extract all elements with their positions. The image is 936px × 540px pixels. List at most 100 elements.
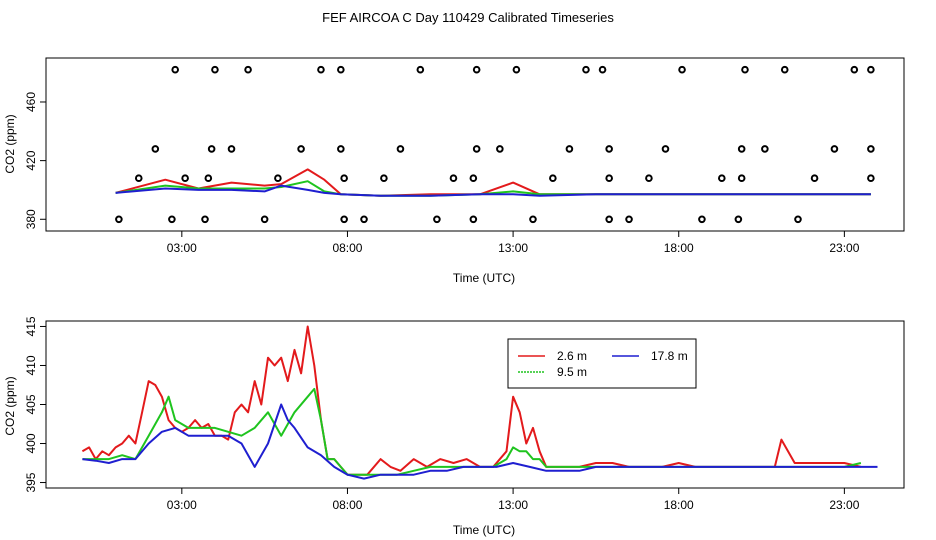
- bottom-x-tick-label: 13:00: [498, 498, 528, 512]
- panel-top-frame: [45, 57, 905, 232]
- flag-point: [794, 215, 802, 224]
- flag-point: [171, 65, 179, 74]
- flag-point: [168, 215, 176, 224]
- flag-point: [207, 145, 216, 153]
- flag-point: [678, 65, 686, 74]
- flag-point: [598, 65, 607, 74]
- legend-label-2-6m: 2.6 m: [557, 349, 587, 363]
- flag-point: [433, 215, 441, 224]
- flag-point: [737, 145, 746, 153]
- flag-point: [761, 145, 769, 153]
- flag-point: [867, 145, 875, 153]
- flag-point: [512, 65, 521, 74]
- flag-point: [605, 174, 613, 183]
- flag-point: [741, 65, 749, 74]
- flag-point: [416, 65, 425, 74]
- bottom-y-tick-label: 395: [24, 472, 38, 492]
- flag-point: [582, 65, 590, 74]
- flag-point: [469, 215, 478, 224]
- flag-point: [737, 174, 746, 183]
- flag-point: [201, 215, 209, 224]
- flag-point: [529, 215, 537, 224]
- flag-point: [469, 174, 478, 183]
- top-y-tick-label: 420: [24, 150, 38, 170]
- top-y-tick-label: 380: [24, 209, 38, 229]
- flag-point: [496, 145, 504, 153]
- flag-point: [565, 145, 574, 153]
- flag-point: [340, 215, 348, 224]
- flag-point: [337, 65, 345, 74]
- flag-point: [396, 145, 405, 153]
- figure-title: FEF AIRCOA C Day 110429 Calibrated Times…: [322, 10, 614, 25]
- flag-point: [204, 174, 213, 183]
- flag-point: [317, 65, 325, 74]
- bottom-y-axis-label: CO2 (ppm): [3, 376, 17, 435]
- panel-top: 03:00 08:00 13:00 18:00 23:00 380 420 460 Time…: [3, 57, 905, 285]
- legend: 2.6 m 17.8 m 9.5 m: [507, 338, 697, 389]
- flag-point: [830, 145, 839, 153]
- flag-point: [472, 145, 481, 153]
- top-x-tick-label: 08:00: [332, 241, 362, 255]
- flag-point: [472, 65, 481, 74]
- panel-bottom: 03:00 08:00 13:00 18:00 23:00 395 400 405 410 41…: [3, 316, 905, 537]
- bottom-x-tick-label: 08:00: [332, 498, 362, 512]
- bottom-y-tick-label: 415: [24, 316, 38, 336]
- bottom-series-2-6-mline: [81, 325, 862, 476]
- flag-point: [115, 215, 123, 224]
- flag-point: [645, 174, 653, 183]
- flag-point: [337, 145, 345, 153]
- bottom-y-tick-label: 410: [24, 355, 38, 375]
- bottom-x-tick-label: 03:00: [167, 498, 197, 512]
- legend-label-17-8m: 17.8 m: [651, 349, 688, 363]
- flag-point: [211, 65, 219, 74]
- flag-point: [549, 174, 557, 183]
- flag-point: [698, 215, 706, 224]
- bottom-x-tick-label: 18:00: [664, 498, 694, 512]
- flag-point: [244, 65, 252, 74]
- top-x-tick-label: 13:00: [498, 241, 528, 255]
- bottom-series-lines: [81, 325, 878, 480]
- flag-point: [360, 215, 368, 224]
- bottom-series-17-8-mline: [82, 403, 878, 480]
- top-x-axis: 03:00 08:00 13:00 18:00 23:00: [167, 231, 860, 255]
- top-series-17-8-mline: [115, 184, 871, 197]
- flag-point: [867, 174, 875, 183]
- bottom-x-axis: 03:00 08:00 13:00 18:00 23:00: [167, 488, 860, 512]
- bottom-y-tick-label: 400: [24, 433, 38, 453]
- top-y-axis: 380 420 460: [24, 92, 46, 229]
- top-x-axis-label: Time (UTC): [453, 271, 515, 285]
- flag-point: [449, 174, 458, 183]
- top-y-tick-label: 460: [24, 92, 38, 112]
- flag-point: [625, 215, 633, 224]
- bottom-x-tick-label: 23:00: [829, 498, 859, 512]
- top-series-lines: [115, 168, 871, 197]
- flag-point: [134, 174, 143, 183]
- flag-point: [734, 215, 743, 224]
- flag-point: [181, 174, 189, 183]
- top-x-tick-label: 23:00: [829, 241, 859, 255]
- flag-point: [260, 215, 269, 224]
- top-x-tick-label: 03:00: [167, 241, 197, 255]
- top-series-2-6-mline: [115, 168, 871, 197]
- flag-point: [605, 145, 613, 153]
- bottom-y-tick-label: 405: [24, 394, 38, 414]
- flag-point: [717, 174, 726, 183]
- legend-label-9-5m: 9.5 m: [557, 365, 587, 379]
- bottom-y-axis: 395 400 405 410 415: [24, 316, 46, 493]
- flag-point: [297, 145, 305, 153]
- bottom-x-axis-label: Time (UTC): [453, 523, 515, 537]
- top-x-tick-label: 18:00: [664, 241, 694, 255]
- legend-box: [507, 338, 697, 389]
- flag-point: [850, 65, 859, 74]
- flag-points: [115, 65, 875, 224]
- flag-point: [227, 145, 236, 153]
- top-y-axis-label: CO2 (ppm): [3, 114, 17, 173]
- flag-point: [151, 145, 160, 153]
- flag-point: [867, 65, 875, 74]
- flag-point: [810, 174, 819, 183]
- flag-point: [380, 174, 388, 183]
- flag-point: [340, 174, 348, 183]
- flag-point: [605, 215, 613, 224]
- flag-point: [274, 174, 282, 183]
